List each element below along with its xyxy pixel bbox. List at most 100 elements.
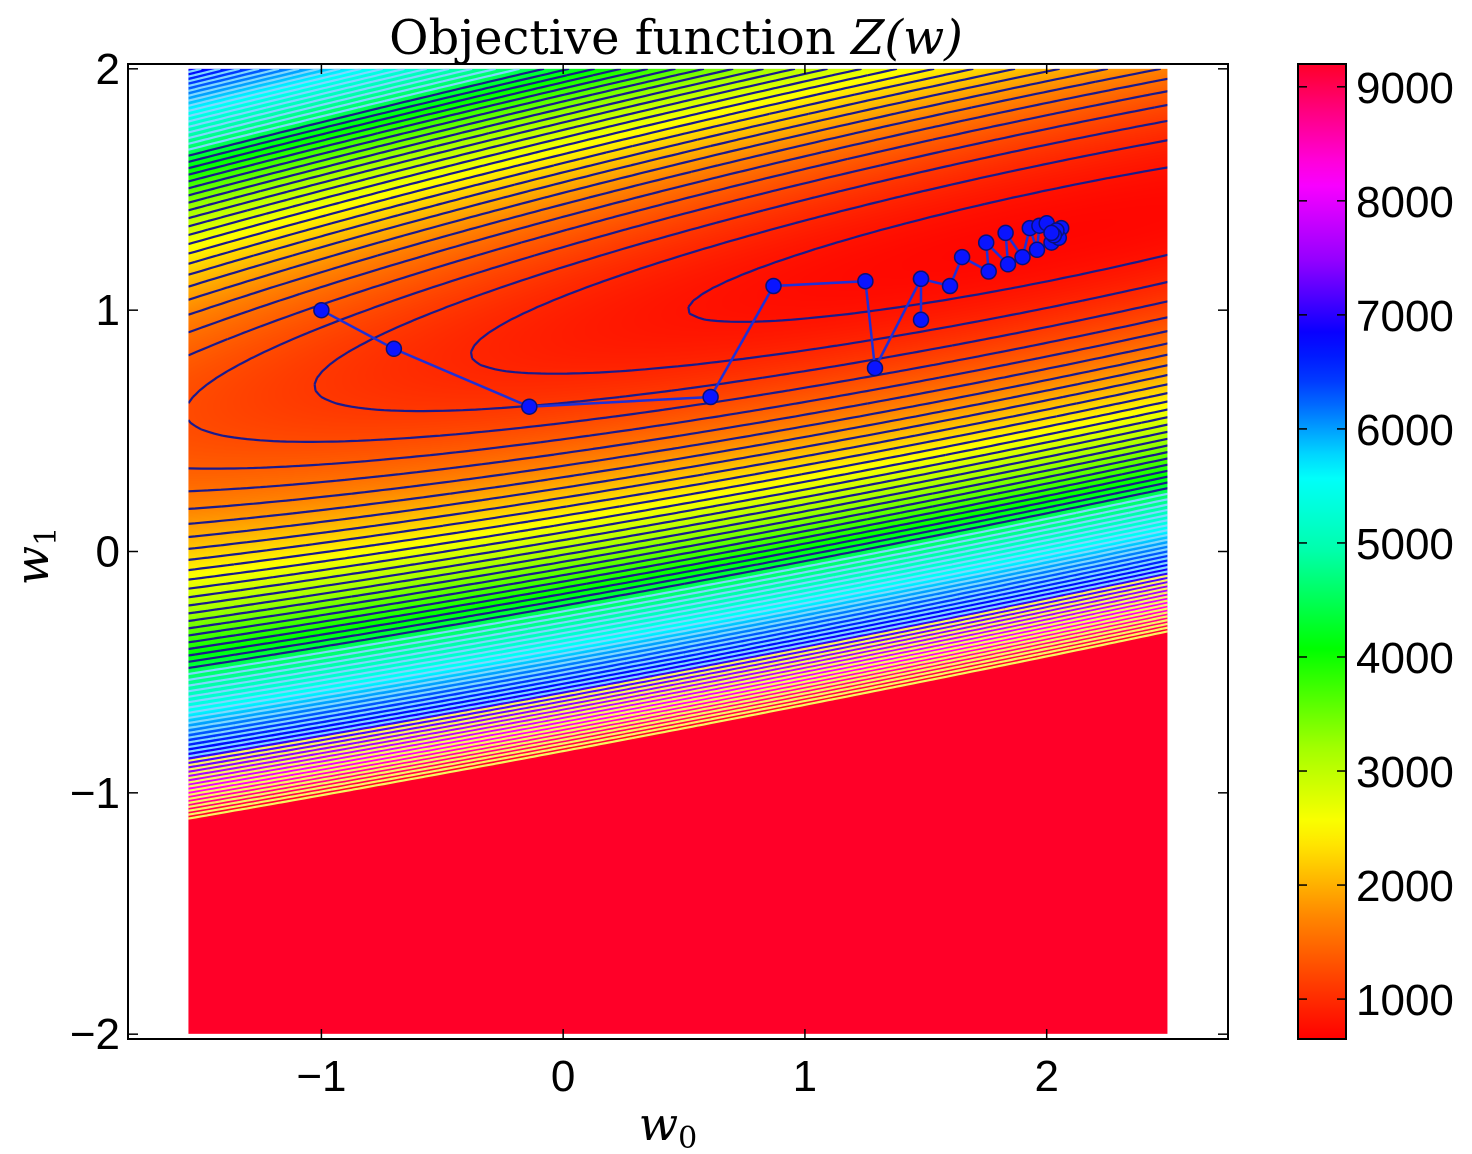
y-tick-label: 0 [96, 528, 120, 577]
contour-line [188, 68, 1168, 698]
colorbar-tick-label: 2000 [1356, 862, 1454, 911]
path-point-6 [866, 359, 884, 377]
contour-line [188, 68, 1168, 663]
y-tick-label: −2 [70, 1010, 120, 1059]
contour-line [188, 68, 1168, 670]
contour-line [188, 619, 1168, 808]
contour-line [188, 68, 1168, 681]
colorbar-gradient [1297, 63, 1347, 1040]
contour-line [188, 578, 1168, 767]
gradient-path [313, 215, 1070, 415]
contour-line [188, 68, 1168, 725]
contour-line [188, 68, 1168, 734]
x-axis-label: w0 [639, 1097, 697, 1149]
contour-line [188, 68, 1168, 615]
y-tick-label: 2 [96, 45, 120, 94]
contour-line [188, 68, 1168, 753]
contour-line [188, 68, 1168, 561]
path-point-5 [857, 272, 874, 290]
contour-line [188, 68, 1168, 539]
contour-line [188, 68, 1168, 714]
x-axis-label-sub: 0 [678, 1121, 697, 1149]
y-tick-label: −1 [70, 769, 120, 818]
contour-line [188, 622, 1168, 812]
path-point-12 [980, 263, 997, 280]
contour-line [188, 68, 1168, 572]
contour-line [188, 68, 1168, 607]
axes: −1 0 1 2 −2 −1 0 1 2 [70, 45, 1229, 1101]
colorbar-tick-label: 6000 [1356, 406, 1454, 455]
contour-line [188, 68, 1168, 709]
colorbar: 1000 2000 3000 4000 5000 6000 7000 8000 9000 [1297, 63, 1454, 1040]
contour-line [188, 68, 1168, 693]
contour-lines [188, 68, 1168, 820]
contour-line [188, 607, 1168, 796]
contour-line [188, 77, 1168, 493]
contour-line [188, 68, 1168, 630]
contour-line [188, 68, 1168, 644]
x-axis-label-base: w [639, 1097, 678, 1149]
contour-line [188, 90, 1168, 470]
contour-line [188, 68, 1168, 749]
colorbar-tick-label: 4000 [1356, 634, 1454, 683]
contour-line [188, 611, 1168, 800]
y-axis-label-sub: 1 [29, 527, 64, 546]
contour-line [188, 68, 1168, 739]
contour-line [188, 68, 1168, 651]
path-point-14 [999, 256, 1017, 273]
contour-line [188, 595, 1168, 784]
y-tick-label: 1 [96, 286, 120, 335]
chart-title: Objective function Z(w) [389, 10, 963, 66]
path-point-16 [1014, 248, 1031, 266]
contour-line [188, 68, 1168, 704]
contour-line [188, 68, 1168, 581]
contour-line [188, 574, 1168, 762]
contour-line [188, 68, 1168, 719]
contour-line [687, 166, 1168, 323]
path-point-0 [313, 301, 330, 319]
contour-line [188, 68, 1168, 729]
contour-line [188, 583, 1168, 771]
path-point-10 [941, 277, 959, 295]
contour-line [188, 68, 1168, 510]
colorbar-tick-label: 9000 [1356, 64, 1454, 113]
chart-title-text: Objective function [389, 10, 851, 66]
contour-line [188, 68, 1168, 525]
y-axis-label-base: w [5, 546, 59, 585]
y-axis-label: w1 [5, 527, 64, 585]
contour-line [188, 68, 1168, 550]
path-point-3 [702, 388, 719, 406]
contour-line [188, 587, 1168, 775]
contour-line [188, 68, 1168, 657]
contour-line [188, 68, 1168, 590]
contour-line [188, 599, 1168, 788]
path-point-11 [953, 248, 971, 266]
contour-line [188, 68, 1168, 687]
colorbar-tick-label: 5000 [1356, 520, 1454, 569]
path-point-2 [521, 398, 538, 415]
contour-line [188, 591, 1168, 780]
contour-line [188, 630, 1168, 820]
path-point-8 [912, 311, 930, 329]
colorbar-tick-label: 7000 [1356, 292, 1454, 341]
colorbar-tick-label: 8000 [1356, 178, 1454, 227]
contour-line [188, 68, 1168, 599]
path-point-4 [765, 277, 782, 295]
x-tick-label: 2 [1034, 1052, 1058, 1101]
chart-title-math: Z(w) [849, 10, 963, 66]
path-point-13 [977, 234, 995, 251]
path-point-1 [385, 340, 403, 358]
colorbar-tick-label: 3000 [1356, 748, 1454, 797]
x-tick-label: −1 [296, 1052, 346, 1101]
x-tick-label: 0 [551, 1052, 575, 1101]
contour-line [188, 626, 1168, 816]
path-point-26 [1043, 224, 1060, 242]
path-point-15 [997, 224, 1014, 242]
contour-line [188, 68, 1168, 676]
contour-line [188, 68, 1168, 744]
contour-line [188, 103, 1168, 443]
contour-line [188, 615, 1168, 805]
path-point-18 [1028, 241, 1046, 259]
